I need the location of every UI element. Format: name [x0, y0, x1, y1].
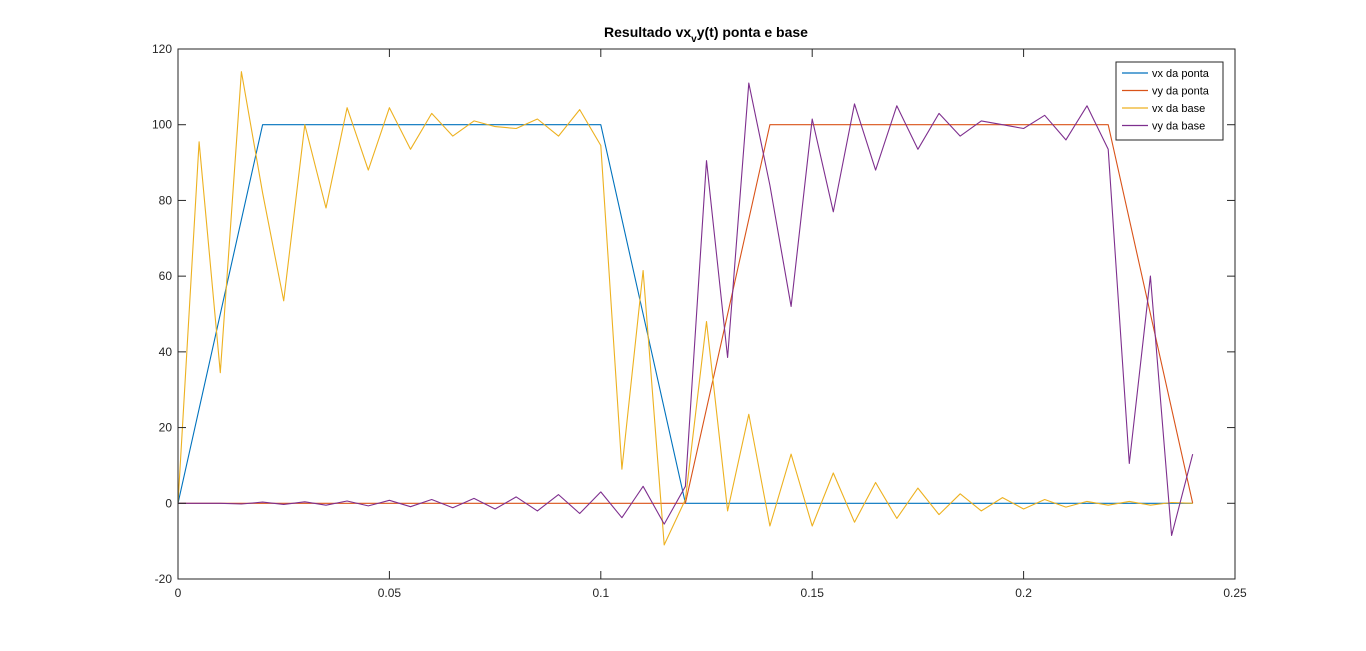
plot-area [178, 49, 1235, 579]
y-tick-label: 100 [152, 118, 172, 132]
x-tick-label: 0.1 [592, 586, 609, 600]
series-layer [177, 71, 1194, 546]
legend-box [1115, 61, 1224, 141]
series-line-3 [177, 71, 1193, 546]
chart-title: Resultado vxvy(t) ponta e base [604, 24, 808, 45]
series-line-2 [178, 124, 1194, 504]
legend-label-1: vx da ponta [1152, 68, 1210, 80]
legend-label-2: vy da ponta [1152, 86, 1210, 98]
y-tick-label: 120 [152, 42, 172, 56]
y-tick-label: 80 [159, 193, 173, 207]
y-tick-label: -20 [155, 572, 173, 586]
series-line-4 [178, 82, 1194, 537]
series-line-1 [177, 124, 1193, 504]
x-tick-label: 0.05 [378, 586, 402, 600]
x-tick-label: 0.25 [1223, 586, 1247, 600]
legend-label-4: vy da base [1152, 121, 1205, 133]
legend: vx da ponta vy da ponta vx da base vy da b… [1115, 61, 1224, 141]
x-tick-label: 0.15 [801, 586, 825, 600]
y-tick-label: 60 [159, 269, 173, 283]
y-tick-label: 0 [165, 496, 172, 510]
y-tick-label: 20 [159, 421, 173, 435]
axes-box [177, 48, 1236, 580]
y-tick-label: 40 [159, 345, 173, 359]
x-tick-label: 0.2 [1015, 586, 1032, 600]
legend-label-3: vx da base [1152, 103, 1205, 115]
x-tick-label: 0 [175, 586, 182, 600]
